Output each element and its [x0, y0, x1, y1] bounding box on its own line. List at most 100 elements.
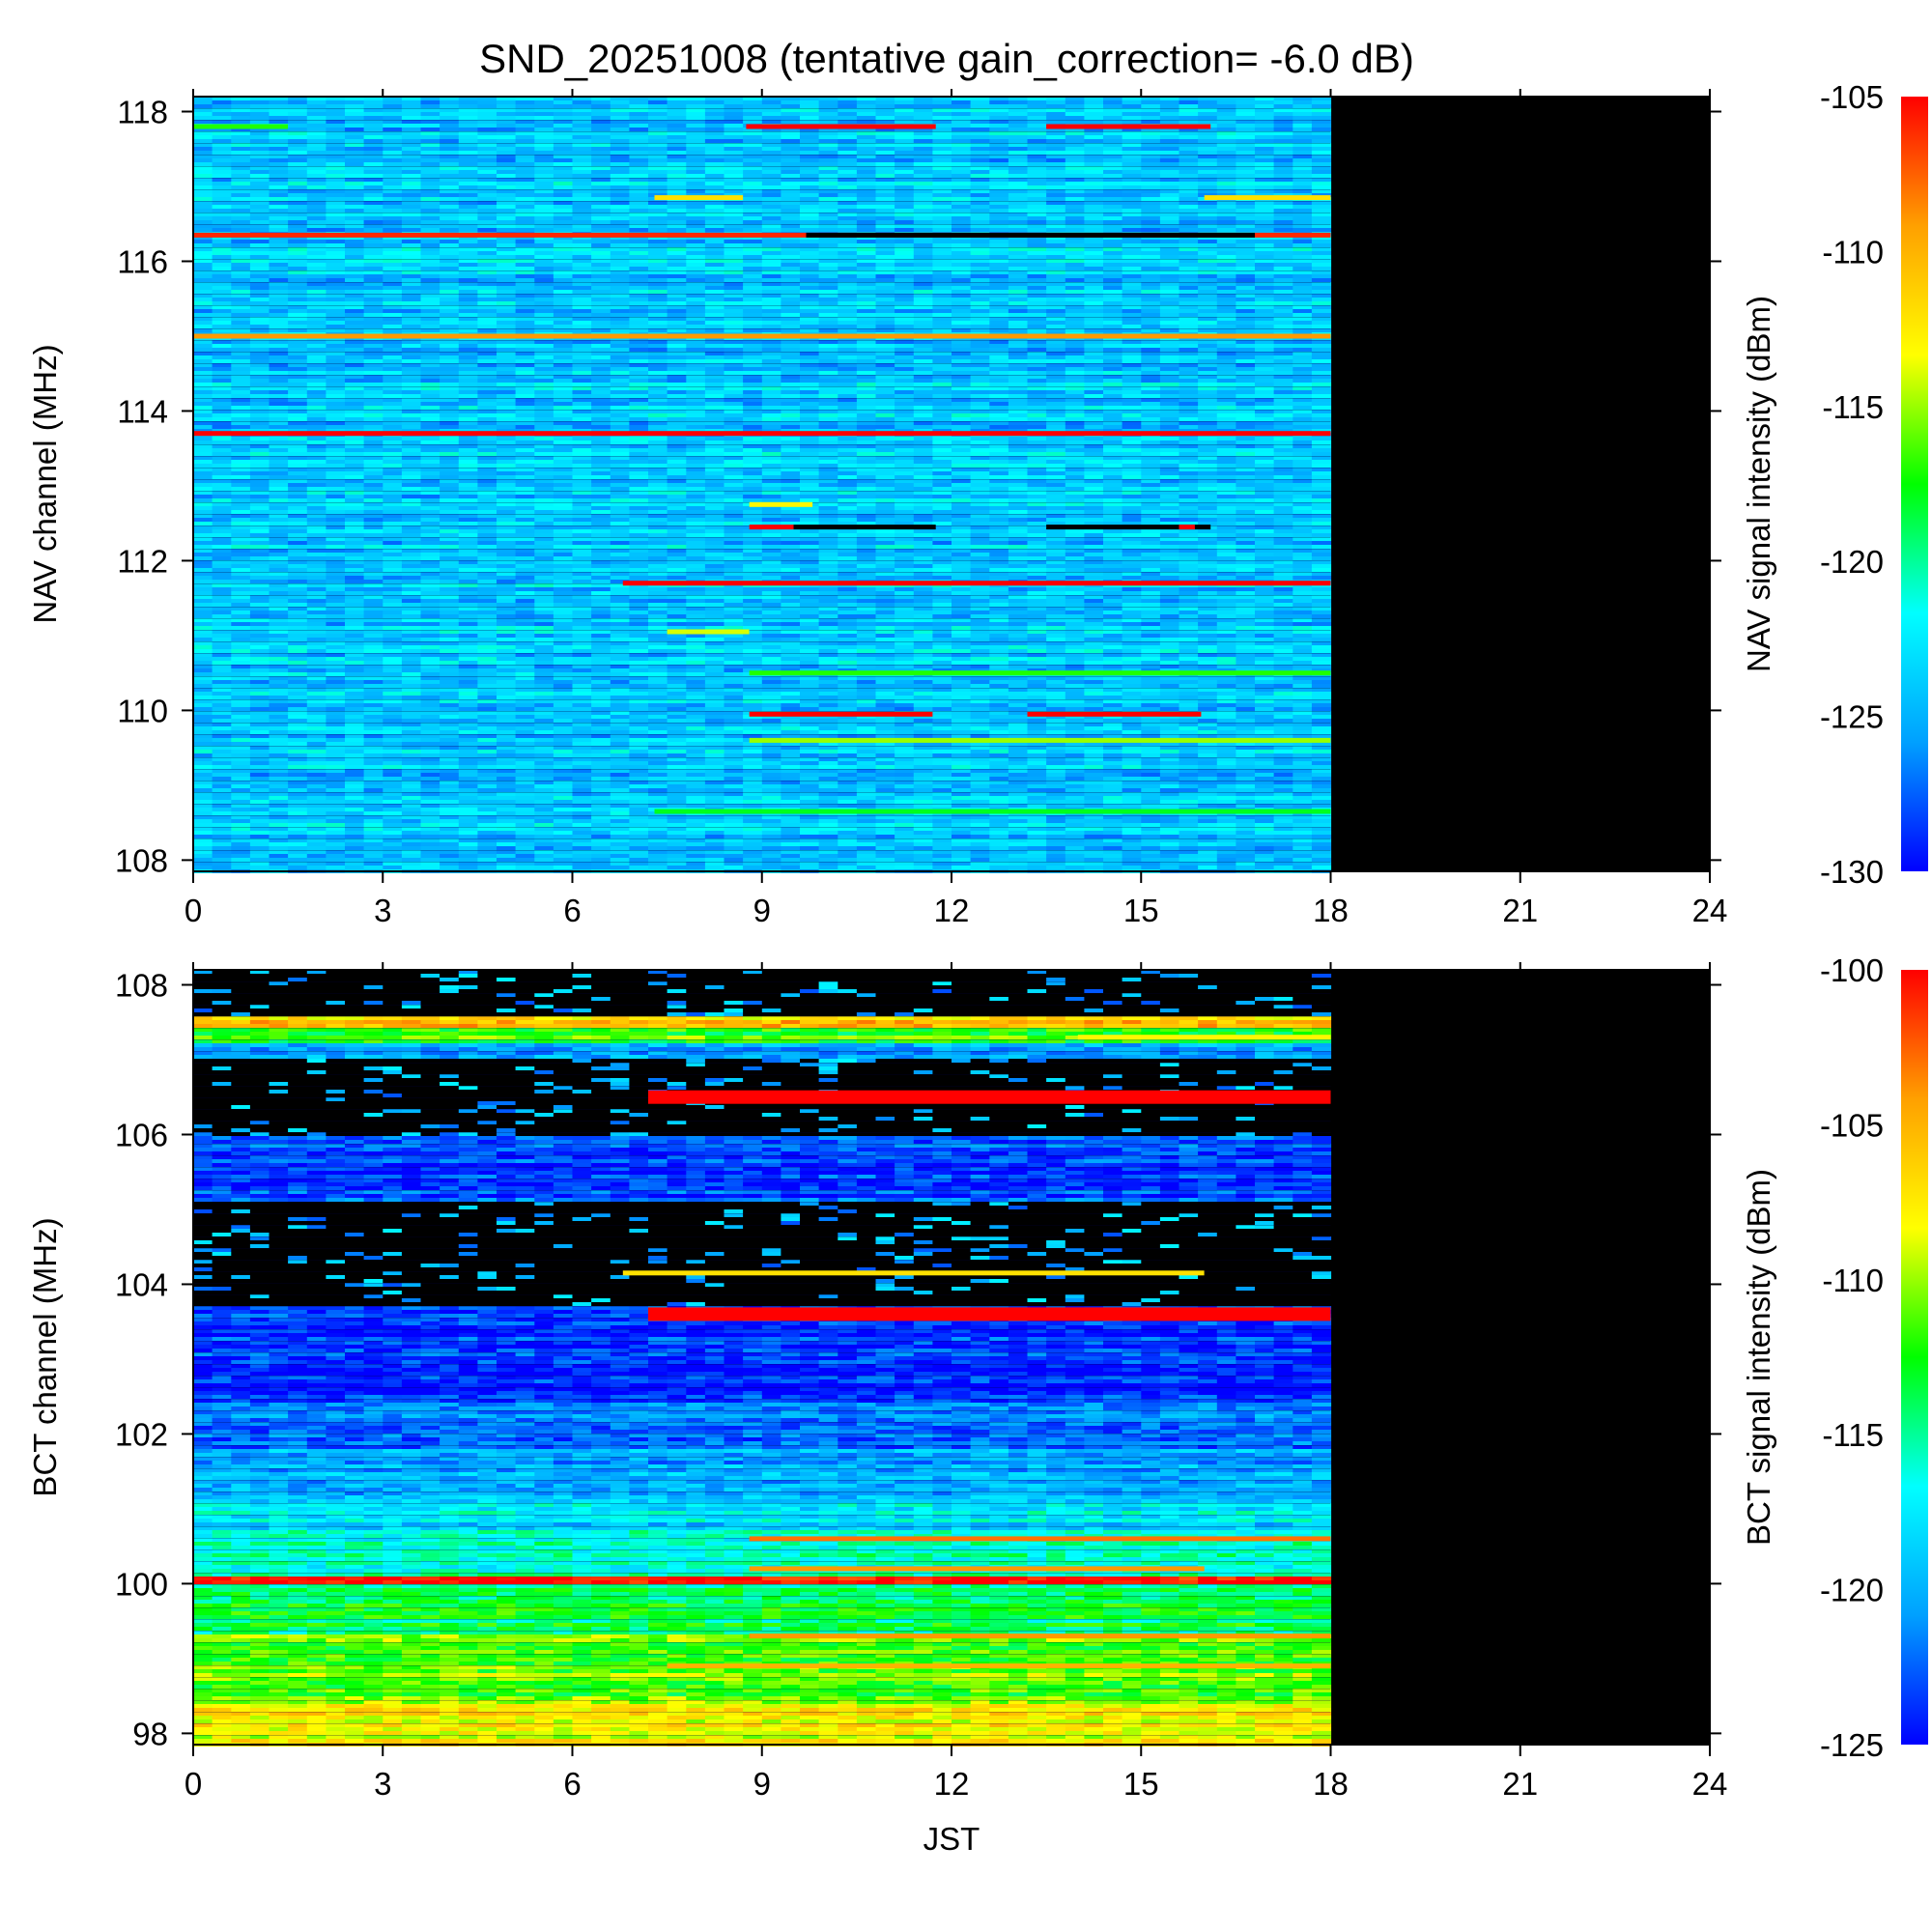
nav-cell: [704, 263, 725, 267]
nav-cell: [1159, 286, 1180, 290]
nav-cell: [648, 379, 668, 383]
nav-cell: [856, 170, 877, 174]
nav-cell: [610, 282, 630, 286]
nav-cell: [458, 406, 478, 410]
nav-cell: [1255, 143, 1275, 147]
nav-cell: [249, 363, 270, 367]
nav-cell: [269, 174, 289, 178]
nav-cell: [1084, 220, 1104, 224]
nav-cell: [515, 406, 535, 410]
nav-cell: [534, 216, 554, 220]
nav-cell: [306, 267, 327, 270]
nav-cell: [477, 298, 497, 301]
nav-cell: [952, 155, 972, 158]
nav-cell: [363, 344, 384, 348]
nav-cell: [913, 174, 933, 178]
nav-cell: [1255, 147, 1275, 151]
nav-cell: [724, 255, 744, 259]
nav-cell: [610, 178, 630, 182]
nav-cell: [401, 290, 422, 294]
nav-cell: [231, 321, 251, 325]
nav-cell: [875, 155, 895, 158]
nav-cell: [1122, 371, 1142, 375]
nav-cell: [249, 375, 270, 379]
nav-cell: [1103, 263, 1123, 267]
nav-cell: [288, 278, 308, 282]
nav-cell: [895, 162, 915, 166]
nav-cell: [440, 270, 460, 274]
nav-cell: [1198, 278, 1218, 282]
nav-cell: [572, 209, 592, 213]
nav-cell: [306, 379, 327, 383]
nav-cell: [1027, 216, 1047, 220]
nav-cell: [667, 247, 687, 251]
nav-cell: [1198, 224, 1218, 228]
nav-cell: [477, 363, 497, 367]
nav-cell: [629, 189, 649, 193]
nav-cell: [932, 274, 952, 278]
nav-cell: [838, 139, 858, 143]
nav-cell: [875, 286, 895, 290]
nav-cell: [743, 355, 763, 359]
nav-cell: [231, 178, 251, 182]
nav-cell: [1103, 216, 1123, 220]
nav-cell: [1159, 131, 1180, 135]
nav-cell: [249, 131, 270, 135]
nav-cell: [667, 104, 687, 108]
nav-cell: [515, 413, 535, 417]
nav-cell: [458, 355, 478, 359]
nav-cell: [363, 406, 384, 410]
nav-cell: [932, 201, 952, 205]
nav-cell: [1273, 174, 1293, 178]
nav-cell: [440, 120, 460, 124]
nav-cell: [1122, 116, 1142, 120]
nav-cell: [1027, 224, 1047, 228]
nav-cell: [515, 131, 535, 135]
nav-row-separator: [193, 386, 1331, 387]
nav-cell: [1236, 162, 1256, 166]
nav-cell: [1065, 236, 1085, 240]
nav-cell: [1198, 305, 1218, 309]
nav-cell: [781, 278, 801, 282]
nav-cell: [306, 193, 327, 197]
nav-cell: [952, 402, 972, 406]
nav-cell: [497, 251, 517, 255]
nav-cell: [648, 193, 668, 197]
nav-cell: [363, 243, 384, 247]
nav-cell: [401, 247, 422, 251]
nav-cell: [781, 147, 801, 151]
nav-cell: [1103, 120, 1123, 124]
nav-cell: [895, 112, 915, 116]
nav-cell: [970, 116, 990, 120]
nav-cell: [458, 236, 478, 240]
nav-cell: [591, 344, 611, 348]
nav-cell: [970, 402, 990, 406]
nav-cell: [497, 410, 517, 413]
nav-cell: [629, 321, 649, 325]
nav-cell: [458, 205, 478, 209]
nav-cell: [1236, 170, 1256, 174]
nav-cell: [326, 340, 346, 344]
nav-cell: [989, 402, 1009, 406]
nav-cell: [1103, 309, 1123, 313]
nav-cell: [515, 236, 535, 240]
nav-cell: [1179, 309, 1199, 313]
nav-cell: [1008, 228, 1029, 232]
nav-cell: [989, 224, 1009, 228]
nav-cell: [800, 274, 820, 278]
nav-cell: [1255, 128, 1275, 131]
nav-cell: [1084, 139, 1104, 143]
nav-cell: [249, 224, 270, 228]
nav-cell: [249, 162, 270, 166]
nav-cell: [989, 375, 1009, 379]
nav-cell: [952, 147, 972, 151]
nav-cell: [1122, 100, 1142, 104]
nav-cell: [1122, 390, 1142, 394]
nav-cell: [212, 294, 232, 298]
nav-cell: [458, 344, 478, 348]
nav-cell: [1103, 406, 1123, 410]
nav-cell: [724, 251, 744, 255]
nav-cell: [1236, 267, 1256, 270]
nav-cell: [193, 278, 213, 282]
nav-cell: [326, 128, 346, 131]
